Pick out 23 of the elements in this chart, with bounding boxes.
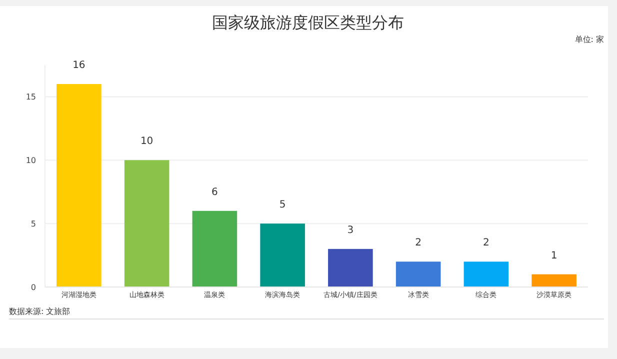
data-label: 1 [550, 250, 558, 262]
data-label: 16 [72, 60, 86, 72]
data-label: 2 [483, 238, 490, 249]
bar [532, 274, 576, 287]
data-label: 6 [212, 186, 218, 198]
y-tick-label: 5 [30, 220, 36, 229]
bar [56, 84, 102, 287]
source-note: 数据来源: 文旅部 [9, 307, 70, 316]
bar [260, 224, 305, 287]
bar [328, 248, 373, 287]
bar [192, 210, 238, 287]
bar [124, 160, 170, 287]
data-label: 10 [140, 136, 154, 148]
y-tick-label: 0 [30, 283, 36, 292]
text: 单位: 家 [574, 35, 604, 44]
data-label: 5 [279, 200, 286, 211]
chart-title: 国家级旅游度假区类型分布 [212, 13, 404, 32]
y-tick-label: 10 [26, 156, 36, 166]
data-label: 3 [347, 224, 354, 236]
data-label: 2 [415, 238, 422, 249]
y-tick-label: 15 [26, 92, 36, 102]
bar [396, 262, 441, 287]
bar [464, 262, 509, 287]
